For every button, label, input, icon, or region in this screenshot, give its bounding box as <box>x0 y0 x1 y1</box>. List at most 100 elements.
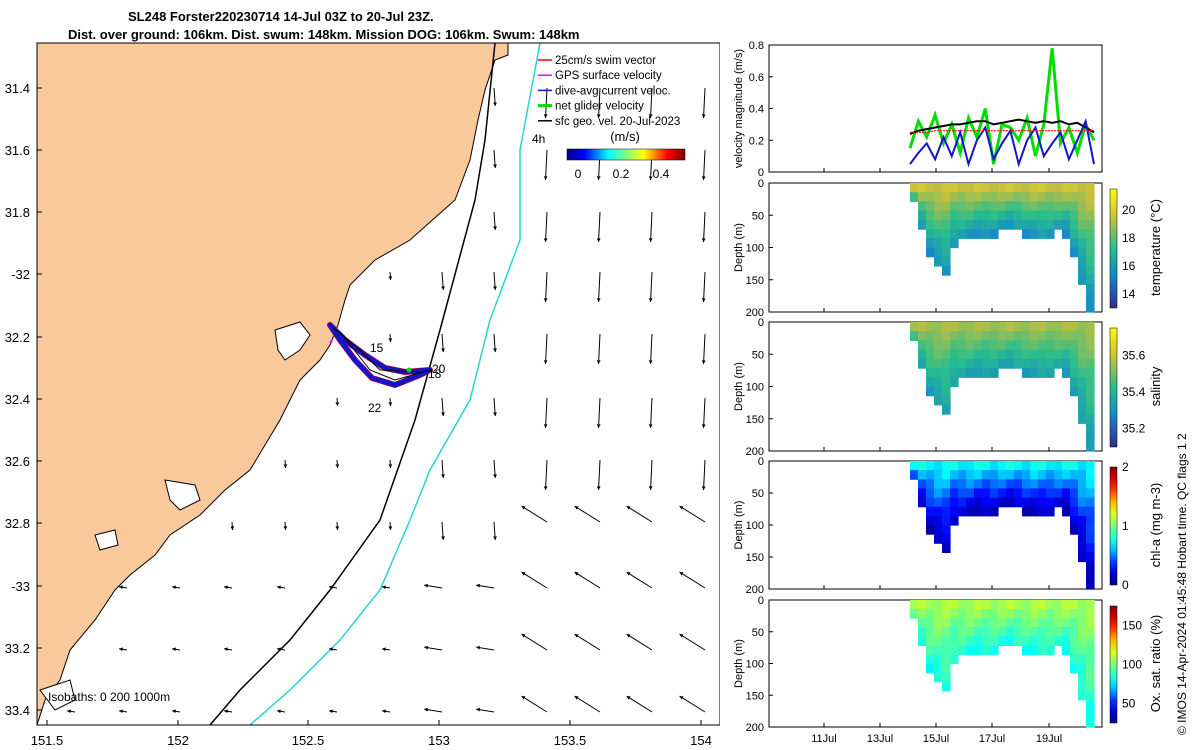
map-ytick-label: 32.4 <box>5 392 30 407</box>
heatmap-cell <box>918 192 927 202</box>
velocity-arrowhead <box>701 360 706 364</box>
heatmap-cell <box>1022 600 1031 610</box>
heatmap-cell <box>1030 506 1039 517</box>
heatmap-cell <box>958 488 967 499</box>
heatmap-cell <box>1054 627 1063 637</box>
heatmap-cell <box>1054 192 1063 202</box>
heatmap-cell <box>1086 201 1095 212</box>
heatmap-cell <box>1070 525 1079 535</box>
heatmap-cell <box>974 479 983 489</box>
heatmap-cell <box>1006 600 1015 610</box>
map-ytick-label: -33 <box>11 579 30 594</box>
heatmap-cell <box>982 183 991 193</box>
heatmap-cell <box>1046 636 1055 646</box>
heatmap-cell <box>966 183 975 193</box>
heatmap-cell <box>1014 488 1023 499</box>
velocity-vector <box>626 695 653 713</box>
heatmap-cell <box>966 461 975 471</box>
heatmap-cell <box>958 201 967 212</box>
heatmap-cell <box>958 627 967 637</box>
velocity-arrowhead <box>701 486 706 490</box>
heatmap-cell <box>1062 229 1071 239</box>
heatmap-cell <box>1046 479 1055 489</box>
heatmap-cell <box>982 192 991 202</box>
colorbar-label: salinity <box>1148 366 1163 406</box>
heatmap-cell <box>974 349 983 360</box>
heatmap-cell <box>942 488 951 499</box>
heatmap-cell <box>918 600 927 610</box>
time-tick-label: 15Jul <box>923 733 949 745</box>
heatmap-cell <box>982 349 991 360</box>
heatmap-cell <box>974 461 983 471</box>
heatmap-cell <box>966 636 975 646</box>
heatmap-cell <box>990 210 999 221</box>
track-centerline <box>329 324 431 381</box>
velocity-arrowhead <box>701 238 706 242</box>
heatmap-cell <box>926 497 935 508</box>
heatmap-cell <box>1078 238 1087 249</box>
gps-velocity-marker <box>329 340 333 344</box>
heatmap-cell <box>1086 368 1095 378</box>
heatmap-cell <box>966 368 975 378</box>
isobath-200 <box>209 42 496 726</box>
heatmap-cell <box>1078 534 1087 544</box>
track-label-15: 15 <box>370 341 384 355</box>
velocity-vector <box>598 397 601 428</box>
heatmap-cell <box>926 219 935 230</box>
heatmap-cell <box>1046 201 1055 212</box>
heatmap-cell <box>1006 479 1015 489</box>
heatmap-cell <box>974 470 983 480</box>
heatmap-cell <box>1038 600 1047 610</box>
velocity-series-line <box>909 117 1095 168</box>
heatmap-cell <box>1062 627 1071 637</box>
heatmap-cell <box>1030 322 1039 332</box>
heatmap-cell <box>934 663 943 674</box>
velocity-arrowhead <box>648 486 653 490</box>
map-ytick-label: 31.6 <box>5 143 30 158</box>
heatmap-cell <box>966 618 975 628</box>
colorbar-tick-label: 50 <box>1122 697 1136 711</box>
heatmap-cell <box>1078 265 1087 276</box>
heatmap-cell <box>982 488 991 499</box>
heatmap-cell <box>942 229 951 239</box>
heatmap-cell <box>934 506 943 517</box>
colorbar-label: temperature (°C) <box>1148 199 1163 296</box>
heatmap-cell <box>1054 331 1063 341</box>
heatmap-cell <box>1070 201 1079 212</box>
heatmap-cell <box>950 238 959 249</box>
heatmap-cell <box>1078 210 1087 221</box>
heatmap-cell <box>1062 506 1071 517</box>
heatmap-cell <box>918 497 927 508</box>
heatmap-cell <box>1054 219 1063 230</box>
track-label-22: 22 <box>368 401 382 415</box>
heatmap-cell <box>1014 497 1023 508</box>
heatmap-cell <box>1078 386 1087 397</box>
velocity-arrowhead <box>277 709 281 714</box>
heatmap-cell <box>950 331 959 341</box>
heatmap-cell <box>950 201 959 212</box>
heatmap-cell <box>1014 322 1023 332</box>
heatmap-cell <box>1030 461 1039 471</box>
heatmap-cell <box>958 609 967 619</box>
heatmap-cell <box>990 322 999 332</box>
heatmap-cell <box>966 358 975 369</box>
heatmap-cell <box>982 645 991 656</box>
heatmap-cell <box>950 488 959 499</box>
heatmap-cell <box>998 636 1007 646</box>
heatmap-cell <box>1054 636 1063 646</box>
heatmap-cell <box>926 183 935 193</box>
heatmap-cell <box>1006 331 1015 341</box>
heatmap-cell <box>926 663 935 674</box>
depth-ytick-label: 150 <box>746 275 764 287</box>
heatmap-cell <box>958 497 967 508</box>
heatmap-cell <box>1070 358 1079 369</box>
velocity-arrowhead <box>596 298 601 302</box>
lake-shape <box>164 479 201 511</box>
heatmap-cell <box>1086 570 1095 581</box>
heatmap-cell <box>982 331 991 341</box>
heatmap-cell <box>982 210 991 221</box>
heatmap-cell <box>942 479 951 489</box>
heatmap-cell <box>918 201 927 212</box>
heatmap-cell <box>982 470 991 480</box>
